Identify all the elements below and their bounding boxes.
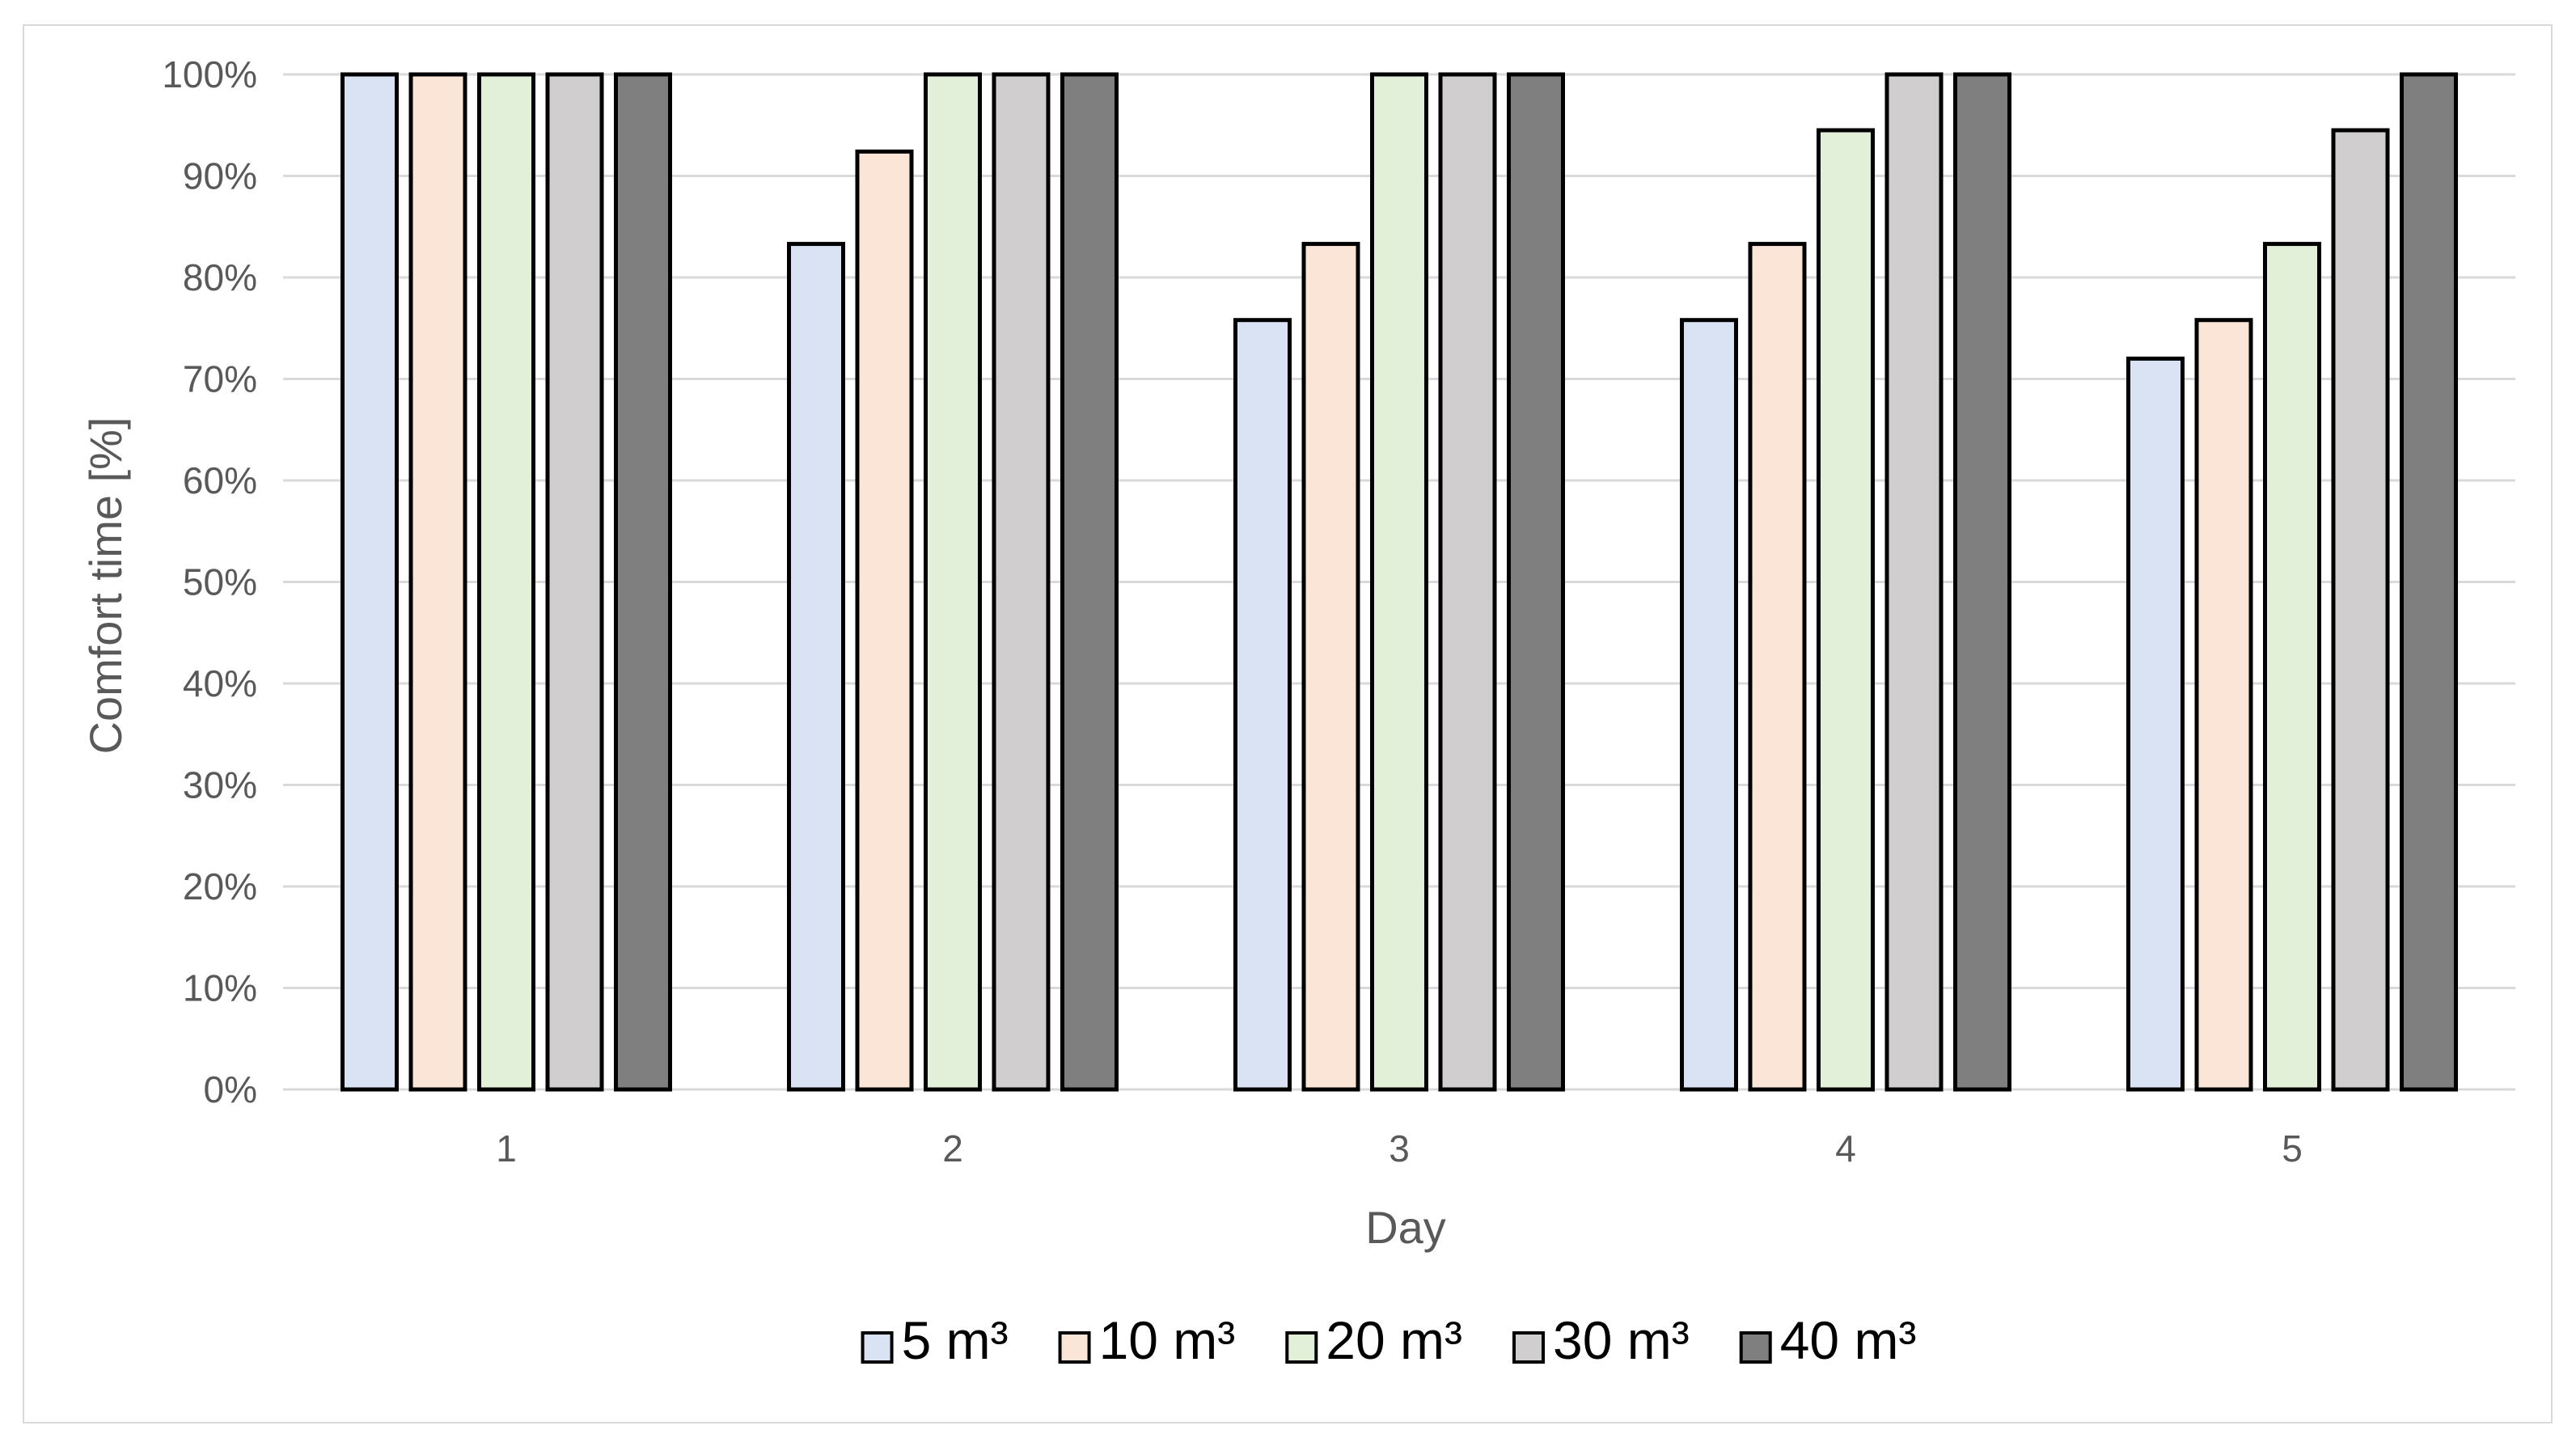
bars xyxy=(341,72,2458,1092)
bar xyxy=(924,72,982,1092)
y-tick-label: 40% xyxy=(183,662,257,704)
bar xyxy=(2194,318,2253,1092)
legend-swatch xyxy=(1058,1331,1091,1364)
x-tick-label: 5 xyxy=(2282,1127,2303,1170)
x-axis-ticks: 1 2 3 4 5 xyxy=(496,1127,2303,1170)
legend-label: 20 m³ xyxy=(1326,1310,1462,1370)
bar xyxy=(1507,72,1565,1092)
legend: 5 m³ 10 m³ 20 m³ 30 m³ 40 m³ xyxy=(861,1310,1917,1370)
bar xyxy=(2400,72,2458,1092)
x-tick-label: 1 xyxy=(496,1127,517,1170)
bar xyxy=(341,72,399,1092)
bar xyxy=(408,72,467,1092)
y-tick-label: 20% xyxy=(183,865,257,907)
legend-label: 10 m³ xyxy=(1099,1310,1236,1370)
legend-label: 30 m³ xyxy=(1553,1310,1690,1370)
bar xyxy=(1233,318,1292,1092)
y-tick-label: 50% xyxy=(183,561,257,603)
legend-label: 40 m³ xyxy=(1780,1310,1917,1370)
y-tick-label: 60% xyxy=(183,459,257,501)
y-axis-title: Comfort time [%] xyxy=(80,417,131,755)
legend-item: 30 m³ xyxy=(1512,1310,1690,1370)
bar xyxy=(1680,318,1738,1092)
legend-item: 20 m³ xyxy=(1285,1310,1462,1370)
y-tick-label: 90% xyxy=(183,155,257,197)
bar xyxy=(2331,128,2390,1092)
bar xyxy=(1817,128,1875,1092)
y-tick-label: 100% xyxy=(162,53,257,95)
bar xyxy=(1884,72,1944,1092)
bar xyxy=(477,72,535,1092)
legend-item: 10 m³ xyxy=(1058,1310,1236,1370)
legend-swatch xyxy=(1739,1331,1772,1364)
bar xyxy=(855,149,914,1092)
bar xyxy=(1370,72,1428,1092)
x-axis-title: Day xyxy=(1365,1202,1446,1253)
bar xyxy=(1060,72,1119,1092)
bar xyxy=(614,72,672,1092)
y-tick-label: 30% xyxy=(183,764,257,806)
y-axis-ticks: 0% 10% 20% 30% 40% 50% 60% 70% 80% 90% 100% xyxy=(162,53,257,1110)
x-tick-label: 2 xyxy=(942,1127,963,1170)
x-tick-label: 3 xyxy=(1389,1127,1410,1170)
y-tick-label: 70% xyxy=(183,358,257,400)
x-tick-label: 4 xyxy=(1835,1127,1856,1170)
bar xyxy=(787,242,845,1092)
bar xyxy=(1301,242,1360,1092)
bar xyxy=(1748,242,1807,1092)
legend-swatch xyxy=(861,1331,894,1364)
bar xyxy=(545,72,604,1092)
y-tick-label: 10% xyxy=(183,967,257,1009)
bar xyxy=(1438,72,1497,1092)
bar xyxy=(1953,72,2011,1092)
bar xyxy=(2263,242,2321,1092)
legend-swatch xyxy=(1285,1331,1318,1364)
y-tick-label: 80% xyxy=(183,256,257,298)
y-tick-label: 0% xyxy=(204,1068,257,1110)
bar xyxy=(992,72,1051,1092)
legend-swatch xyxy=(1512,1331,1545,1364)
legend-item: 40 m³ xyxy=(1739,1310,1917,1370)
legend-item: 5 m³ xyxy=(861,1310,1009,1370)
legend-label: 5 m³ xyxy=(902,1310,1009,1370)
bar xyxy=(2126,356,2185,1092)
